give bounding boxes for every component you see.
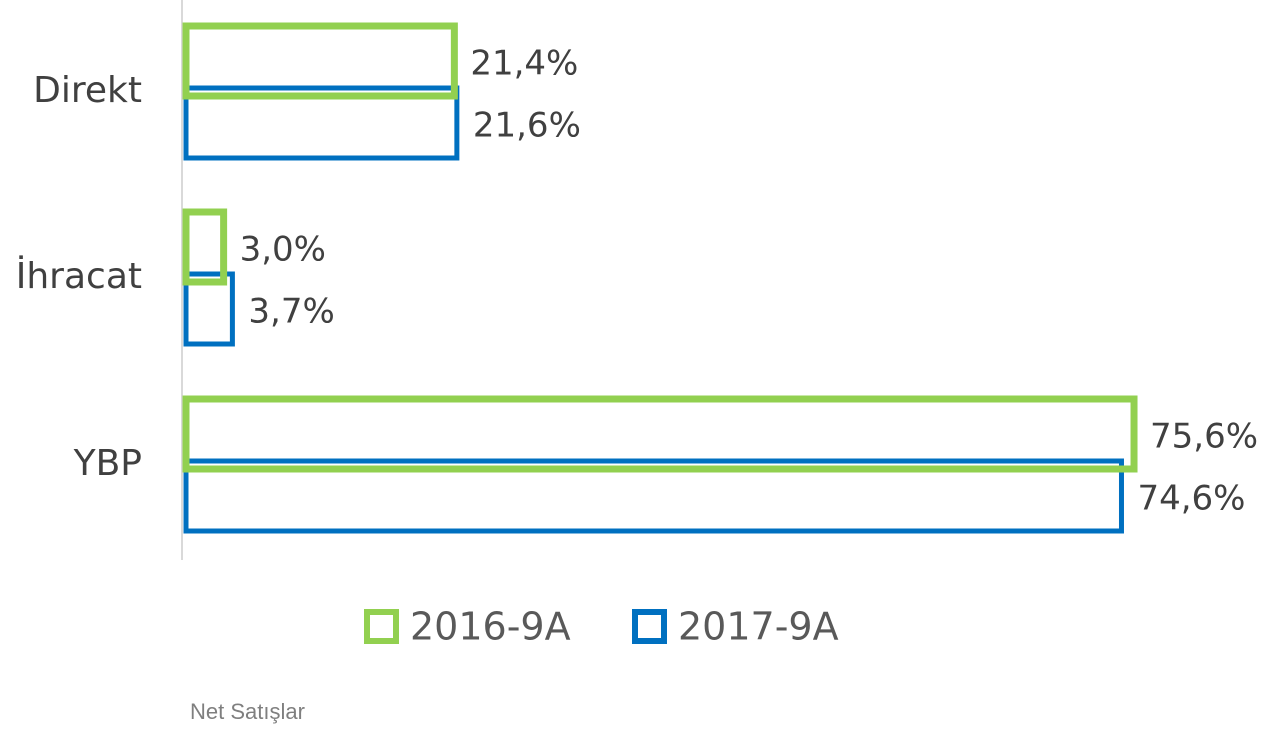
bar xyxy=(182,22,458,100)
caption: Net Satışlar xyxy=(190,699,305,724)
value-label: 75,6% xyxy=(1150,417,1258,457)
legend-label: 2016-9A xyxy=(410,605,571,649)
value-label: 3,7% xyxy=(248,292,334,332)
bar xyxy=(182,208,228,286)
legend-label: 2017-9A xyxy=(678,605,839,649)
bar xyxy=(183,458,1124,534)
legend-swatch xyxy=(364,609,399,644)
value-label: 3,0% xyxy=(240,230,326,270)
category-label: İhracat xyxy=(16,255,142,297)
bar xyxy=(182,395,1138,473)
value-label: 21,6% xyxy=(473,106,581,146)
category-label: Direkt xyxy=(33,70,142,111)
bar xyxy=(183,85,460,161)
legend-swatch xyxy=(632,609,667,644)
bar xyxy=(183,271,235,347)
value-label: 74,6% xyxy=(1137,479,1245,519)
value-label: 21,4% xyxy=(470,44,578,84)
category-label: YBP xyxy=(73,443,142,484)
